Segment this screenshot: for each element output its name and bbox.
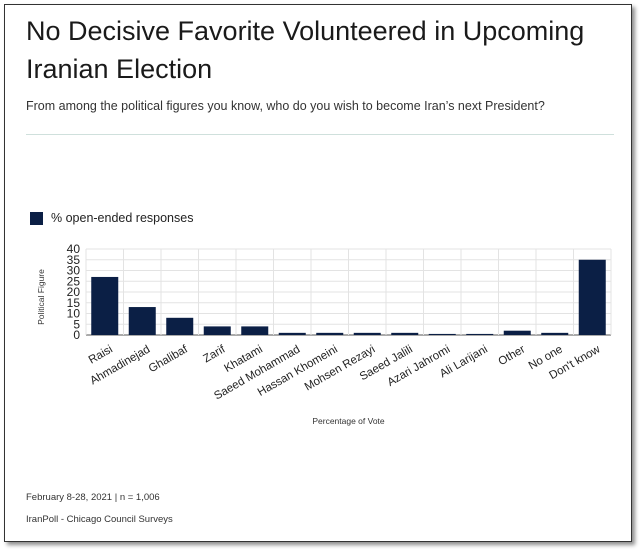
chart-subtitle: From among the political figures you kno… <box>26 99 545 113</box>
bar <box>316 332 344 335</box>
divider <box>26 134 614 135</box>
y-tick-label: 15 <box>67 296 81 310</box>
y-tick-label: 5 <box>73 317 80 331</box>
bar <box>428 333 456 335</box>
x-axis-title: Percentage of Vote <box>312 416 385 426</box>
x-tick-label: Zarif <box>201 343 228 365</box>
survey-date: February 8-28, 2021 | n = 1,006 <box>26 492 160 503</box>
bar <box>353 332 381 335</box>
bar <box>391 332 419 335</box>
bar <box>541 332 569 335</box>
grid <box>85 248 612 336</box>
y-tick-label: 40 <box>67 242 81 256</box>
y-axis-title: Political Figure <box>36 269 46 325</box>
bar <box>578 259 606 335</box>
bar <box>241 326 269 335</box>
legend-label: % open-ended responses <box>51 211 194 225</box>
bar <box>203 326 231 335</box>
bar <box>91 276 119 335</box>
y-tick-label: 25 <box>67 274 81 288</box>
bar <box>278 332 306 335</box>
bar <box>128 307 156 335</box>
y-tick-label: 0 <box>73 328 80 342</box>
bars <box>91 259 606 335</box>
bar <box>466 333 494 335</box>
y-tick-label: 10 <box>67 307 81 321</box>
y-tick-label: 20 <box>67 285 81 299</box>
y-tick-label: 30 <box>67 264 81 278</box>
legend-swatch <box>30 211 43 225</box>
survey-source: IranPoll - Chicago Council Surveys <box>26 514 173 525</box>
legend: % open-ended responses <box>30 211 193 225</box>
chart-frame <box>4 4 632 542</box>
x-tick-label: Ghalibaf <box>147 343 191 375</box>
chart-title: No Decisive Favorite Volunteered in Upco… <box>26 16 585 84</box>
bar <box>166 317 194 335</box>
y-tick-label: 35 <box>67 253 81 267</box>
bar <box>503 330 531 335</box>
x-tick-label: Other <box>496 343 527 368</box>
